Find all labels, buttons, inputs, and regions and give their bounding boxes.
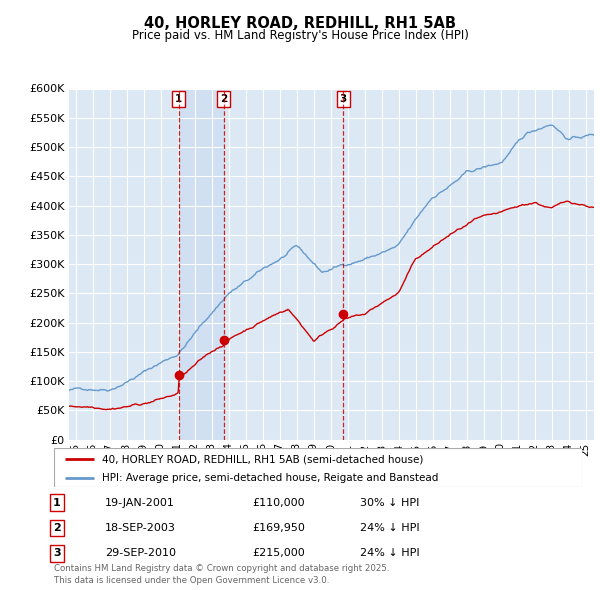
Text: 2: 2 xyxy=(53,523,61,533)
Text: 19-JAN-2001: 19-JAN-2001 xyxy=(105,498,175,507)
Text: £169,950: £169,950 xyxy=(252,523,305,533)
Text: 3: 3 xyxy=(340,94,347,104)
FancyBboxPatch shape xyxy=(54,448,582,487)
Text: £110,000: £110,000 xyxy=(252,498,305,507)
Text: 18-SEP-2003: 18-SEP-2003 xyxy=(105,523,176,533)
Text: 30% ↓ HPI: 30% ↓ HPI xyxy=(360,498,419,507)
Text: HPI: Average price, semi-detached house, Reigate and Banstead: HPI: Average price, semi-detached house,… xyxy=(101,473,438,483)
Bar xyxy=(179,88,224,440)
Text: 1: 1 xyxy=(175,94,182,104)
Text: 29-SEP-2010: 29-SEP-2010 xyxy=(105,549,176,558)
Text: 24% ↓ HPI: 24% ↓ HPI xyxy=(360,549,419,558)
Text: Price paid vs. HM Land Registry's House Price Index (HPI): Price paid vs. HM Land Registry's House … xyxy=(131,29,469,42)
Text: 40, HORLEY ROAD, REDHILL, RH1 5AB: 40, HORLEY ROAD, REDHILL, RH1 5AB xyxy=(144,16,456,31)
Text: Contains HM Land Registry data © Crown copyright and database right 2025.
This d: Contains HM Land Registry data © Crown c… xyxy=(54,565,389,585)
Text: £215,000: £215,000 xyxy=(252,549,305,558)
Text: 40, HORLEY ROAD, REDHILL, RH1 5AB (semi-detached house): 40, HORLEY ROAD, REDHILL, RH1 5AB (semi-… xyxy=(101,454,423,464)
Text: 3: 3 xyxy=(53,549,61,558)
Text: 1: 1 xyxy=(53,498,61,507)
Text: 2: 2 xyxy=(220,94,227,104)
Text: 24% ↓ HPI: 24% ↓ HPI xyxy=(360,523,419,533)
